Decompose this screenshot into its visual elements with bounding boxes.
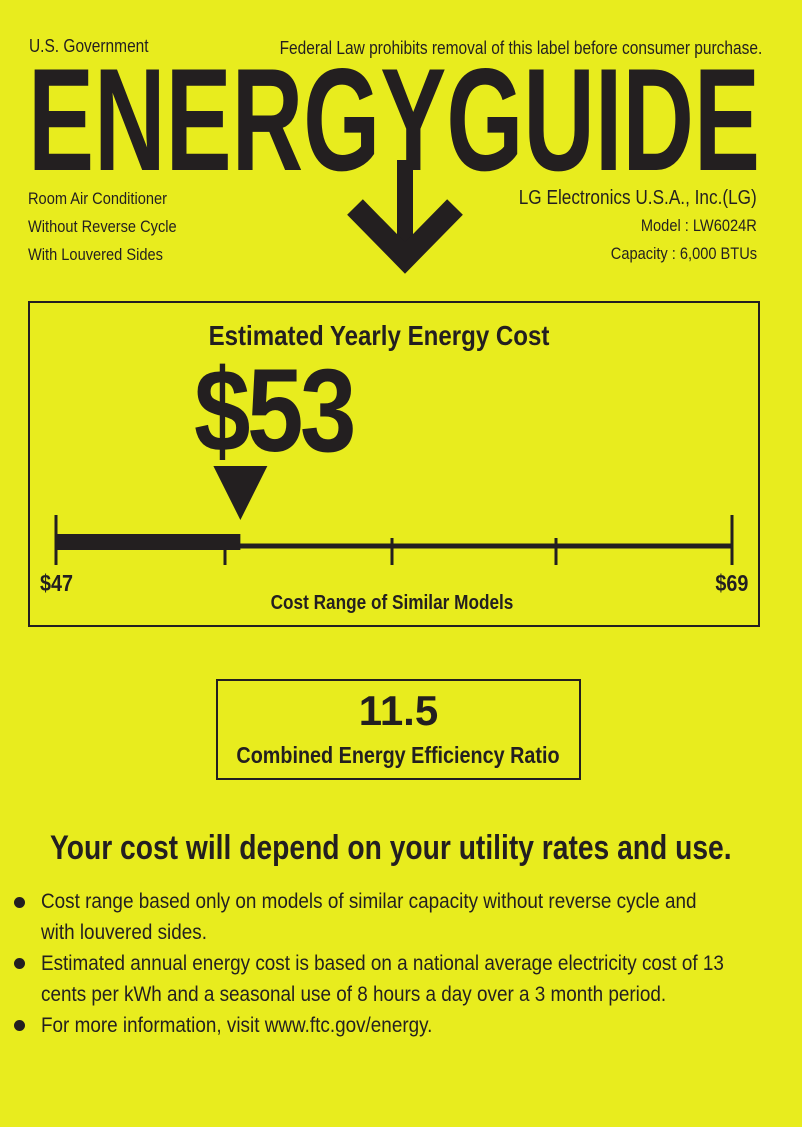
headline: Your cost will depend on your utility ra…	[50, 829, 732, 867]
product-type-line: Room Air Conditioner	[28, 189, 167, 208]
capacity: Capacity : 6,000 BTUs	[610, 244, 757, 263]
manufacturer: LG Electronics U.S.A., Inc.(LG)	[518, 187, 757, 209]
product-type-line: With Louvered Sides	[28, 245, 163, 264]
list-item: Estimated annual energy cost is based on…	[41, 952, 724, 975]
logo-text: ENERGYGUIDE	[28, 38, 760, 201]
cost-title: Estimated Yearly Energy Cost	[208, 320, 550, 351]
list-item: For more information, visit www.ftc.gov/…	[41, 1014, 433, 1037]
efficiency-box: 11.5 Combined Energy Efficiency Ratio	[216, 679, 581, 780]
range-caption: Cost Range of Similar Models	[270, 592, 514, 614]
bullet-icon	[14, 958, 25, 969]
down-arrow-icon	[347, 160, 463, 274]
list-item: with louvered sides.	[41, 921, 207, 944]
removal-notice: Federal Law prohibits removal of this la…	[279, 38, 762, 58]
cost-marker-icon	[213, 466, 268, 520]
range-max-label: $69	[714, 570, 748, 596]
list-item: cents per kWh and a seasonal use of 8 ho…	[41, 983, 667, 1006]
range-min-label: $47	[40, 570, 74, 596]
list-item: Cost range based only on models of simil…	[41, 890, 697, 913]
cost-range-scale	[54, 466, 734, 565]
yearly-cost-box: Estimated Yearly Energy Cost $53 $47 $69…	[28, 301, 760, 627]
efficiency-value: 11.5	[358, 687, 439, 734]
product-type-line: Without Reverse Cycle	[28, 217, 177, 236]
yearly-cost-value: $53	[194, 345, 356, 477]
energyguide-logo: ENERGYGUIDE	[28, 38, 760, 274]
efficiency-label: Combined Energy Efficiency Ratio	[236, 742, 560, 768]
cost-position-bar	[56, 534, 241, 550]
bullet-icon	[14, 897, 25, 908]
model-number: Model : LW6024R	[641, 216, 757, 235]
bullet-icon	[14, 1020, 25, 1031]
government-label: U.S. Government	[29, 36, 149, 56]
